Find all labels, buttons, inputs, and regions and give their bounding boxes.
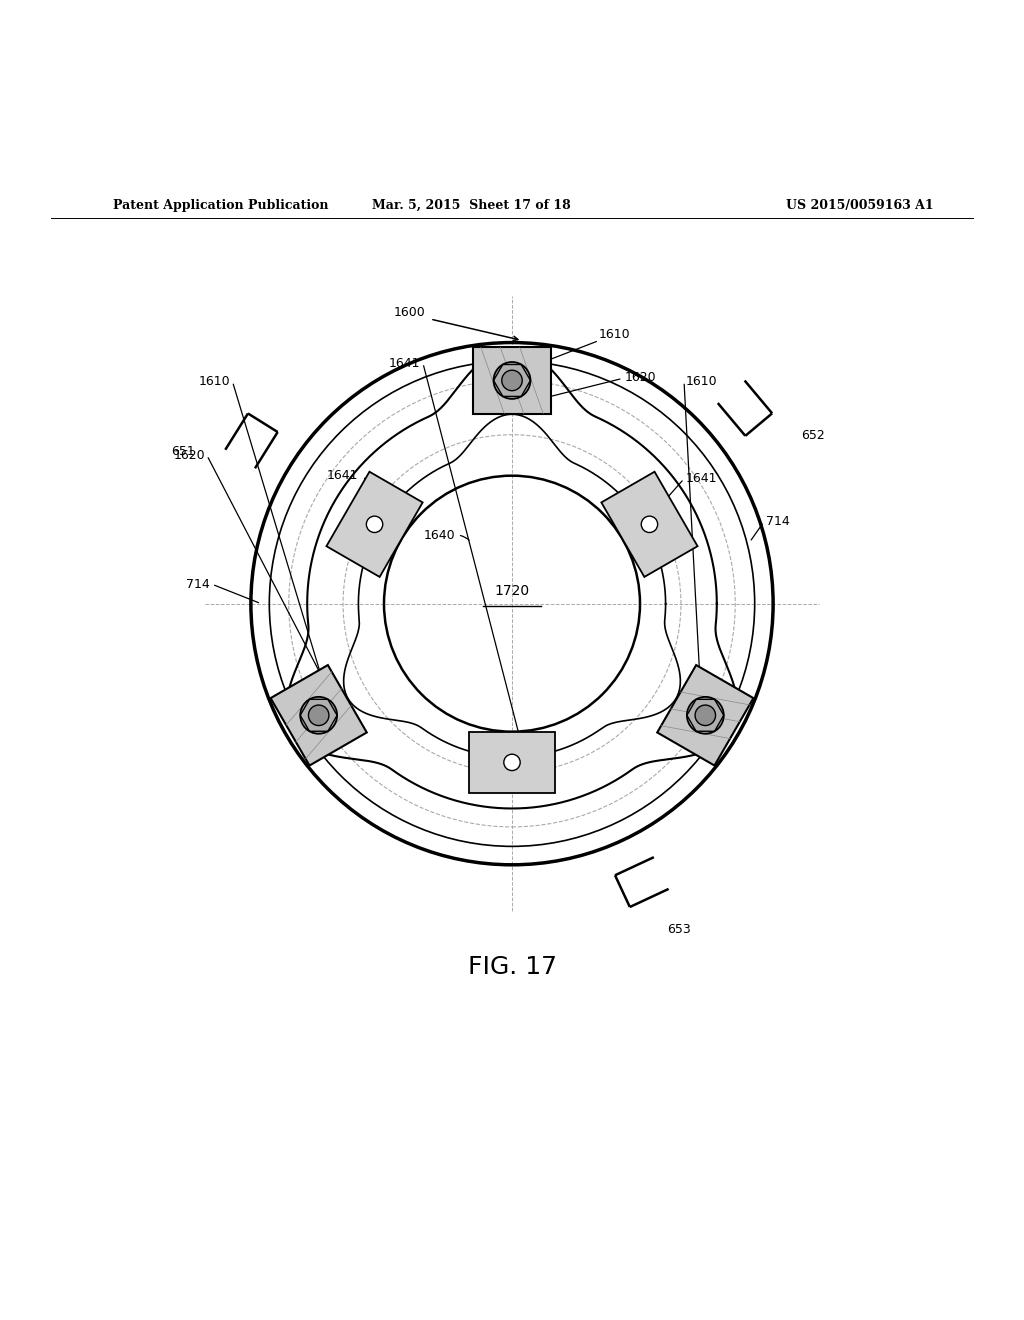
Polygon shape xyxy=(270,665,367,766)
Text: Patent Application Publication: Patent Application Publication xyxy=(113,199,328,211)
Circle shape xyxy=(502,370,522,391)
Circle shape xyxy=(367,516,383,532)
Text: 714: 714 xyxy=(186,578,210,591)
Text: 651: 651 xyxy=(171,445,196,458)
Text: 1610: 1610 xyxy=(599,327,631,341)
Text: 1620: 1620 xyxy=(625,371,656,384)
Circle shape xyxy=(687,697,724,734)
Text: 714: 714 xyxy=(766,515,790,528)
Polygon shape xyxy=(327,471,423,577)
Circle shape xyxy=(695,705,716,726)
Text: 1610: 1610 xyxy=(686,375,718,388)
Text: 1620: 1620 xyxy=(173,449,205,462)
Text: 1610: 1610 xyxy=(199,375,230,388)
Polygon shape xyxy=(657,665,754,766)
Text: 1641: 1641 xyxy=(686,473,718,486)
Circle shape xyxy=(641,516,657,532)
Text: 653: 653 xyxy=(668,923,691,936)
Circle shape xyxy=(308,705,329,726)
Text: 652: 652 xyxy=(802,429,825,442)
Text: Mar. 5, 2015  Sheet 17 of 18: Mar. 5, 2015 Sheet 17 of 18 xyxy=(372,199,570,211)
Circle shape xyxy=(494,362,530,399)
Text: FIG. 17: FIG. 17 xyxy=(468,956,556,979)
Circle shape xyxy=(504,754,520,771)
Text: 1600: 1600 xyxy=(393,306,425,319)
Text: 1720: 1720 xyxy=(495,585,529,598)
Polygon shape xyxy=(469,731,555,793)
Text: 1640: 1640 xyxy=(424,528,456,541)
Circle shape xyxy=(300,697,337,734)
Text: 1641: 1641 xyxy=(327,469,358,482)
Polygon shape xyxy=(473,347,551,413)
Text: 1641: 1641 xyxy=(388,356,420,370)
Polygon shape xyxy=(601,471,697,577)
Text: US 2015/0059163 A1: US 2015/0059163 A1 xyxy=(786,199,934,211)
